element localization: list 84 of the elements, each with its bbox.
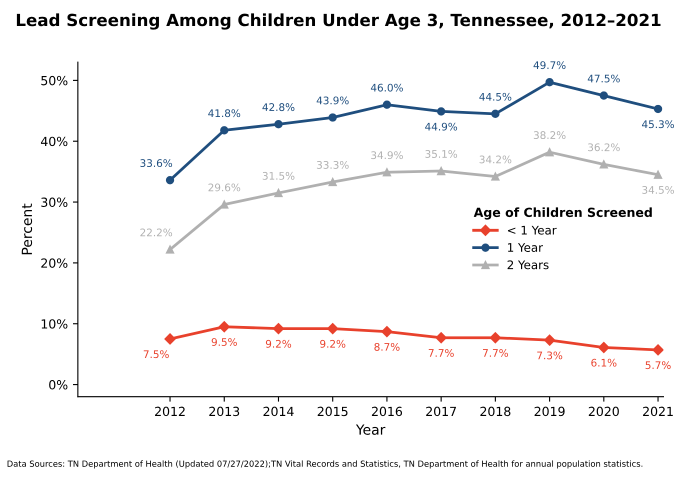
point [654,170,662,179]
y-tick-label: 20% [41,258,68,268]
data-label: 29.6% [208,183,240,192]
point [600,91,608,100]
x-tick-label: 2018 [480,406,510,416]
data-label: 44.5% [479,92,512,101]
legend-label: 2 Years [508,260,549,270]
data-label: 34.9% [371,151,403,160]
point [328,178,337,186]
data-label: 43.9% [316,96,349,104]
point [545,148,554,156]
data-label: 36.2% [588,143,620,152]
point [220,126,228,134]
data-label: 38.2% [534,131,566,140]
point [491,110,500,118]
data-label: 49.7% [534,61,566,70]
x-tick-label: 2021 [643,406,673,416]
data-label: 7.3% [537,351,562,360]
data-label: 41.8% [208,109,240,118]
y-tick-label: 40% [40,136,68,146]
point [274,188,283,198]
x-tick-label: 2012 [155,406,185,416]
point [328,113,337,122]
x-tick-label: 2016 [372,406,402,416]
point [436,107,446,116]
point [654,104,662,114]
data-label: 7.7% [482,349,508,357]
point [598,342,610,354]
x-axis-title: Year [356,424,386,435]
data-label: 8.7% [374,342,400,351]
legend-label: 1 Year [508,243,543,252]
chart-title: Lead Screening Among Children Under Age 3, Tennessee, 2012–2021 [16,13,660,30]
point [218,321,230,332]
point [490,332,501,344]
y-tick-label: 30% [41,198,68,207]
point [164,333,176,345]
data-label: 9.2% [266,340,292,348]
y-axis-title: Percent [22,204,32,254]
data-label: 44.9% [425,122,458,131]
data-label: 9.2% [320,340,346,348]
point [220,200,228,209]
data-label: 7.5% [144,350,169,358]
point [166,176,174,184]
legend-label: < 1 Year [508,226,557,235]
point [382,100,392,109]
data-label: 34.5% [642,186,674,194]
x-tick-label: 2015 [318,406,348,416]
y-tick-label: 0% [49,380,68,390]
data-label: 34.2% [480,156,512,164]
data-label: 5.7% [646,361,671,370]
point [652,344,664,356]
text: Data Sources: TN Department of Health (Updated 07/27/2022);TN Vital Records and Statistics, TN Department of Health for annual population statistics. [8,460,642,468]
data-label: 35.1% [425,150,458,158]
point [382,168,392,176]
point [436,332,447,344]
data-label: 47.5% [588,74,620,82]
point [491,172,500,181]
data-label: 33.6% [140,159,172,168]
point [545,78,554,86]
data-label: 6.1% [591,358,616,367]
y-tick-label: 10% [42,319,68,329]
data-label: 9.5% [212,338,237,346]
point [166,245,174,254]
y-tick-label: 50% [41,76,68,86]
data-label: 31.5% [262,172,294,180]
x-tick-label: 2013 [209,406,240,416]
point [544,334,556,346]
data-label: 33.3% [316,160,349,169]
legend-title: Age of Children Screened [474,207,652,220]
point [600,160,608,169]
x-tick-label: 2020 [588,406,619,416]
x-tick-label: 2017 [426,406,456,416]
point [327,322,338,334]
data-label: 46.0% [370,84,403,92]
point [436,166,446,176]
data-label: 42.8% [262,103,294,112]
x-tick-label: 2019 [534,406,565,416]
point [381,326,393,338]
data-label: 45.3% [642,120,674,128]
data-label: 7.7% [428,349,454,357]
x-tick-label: 2014 [263,406,294,416]
data-label: 22.2% [140,228,172,236]
point [274,120,283,128]
point [272,322,284,334]
